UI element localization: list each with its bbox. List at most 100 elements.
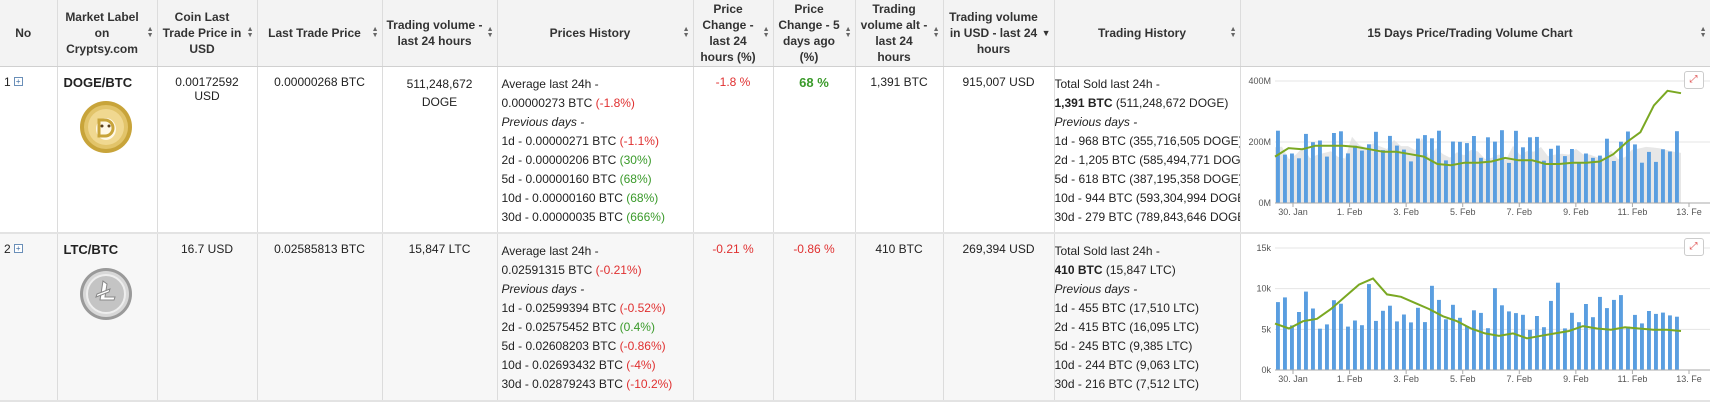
litecoin-icon	[79, 267, 153, 324]
x-tick-label: 7. Feb	[1506, 207, 1532, 217]
volume-bar	[1450, 141, 1455, 203]
volume-bar	[1422, 135, 1427, 203]
volume-bar	[1639, 162, 1644, 203]
volume-bar	[1387, 305, 1392, 370]
sort-icon[interactable]: ▲ ▼	[1699, 26, 1707, 39]
volume-bar	[1492, 288, 1497, 370]
volume-bar	[1457, 317, 1462, 370]
col-chart[interactable]: 15 Days Price/Trading Volume Chart ▲ ▼	[1240, 0, 1710, 67]
volume-bar	[1436, 299, 1441, 370]
expand-row-icon[interactable]: +	[13, 244, 23, 253]
volume-bar	[1527, 137, 1532, 203]
volume-bar	[1527, 329, 1532, 370]
sort-desc-icon[interactable]: ▼	[1041, 28, 1051, 38]
volume-bar	[1604, 308, 1609, 370]
volume-bar	[1317, 328, 1322, 370]
volume-bar	[1583, 304, 1588, 370]
market-label-cell: DOGE/BTC	[57, 66, 158, 234]
volume-bar	[1324, 156, 1329, 203]
volume-bar	[1303, 133, 1308, 203]
volume-bar	[1548, 148, 1553, 203]
volume-bar	[1618, 295, 1623, 370]
pair-label[interactable]: DOGE/BTC	[63, 75, 133, 90]
sort-icon[interactable]: ▲ ▼	[1229, 26, 1237, 39]
header-row: No Market Label on Cryptsy.com ▲ ▼ Coin La…	[0, 0, 1710, 67]
volume-bar	[1597, 155, 1602, 203]
sort-icon[interactable]: ▲ ▼	[246, 26, 254, 39]
col-last-trade-price[interactable]: Last Trade Price ▲ ▼	[257, 0, 383, 67]
col-trading-history[interactable]: Trading History ▲ ▼	[1054, 0, 1241, 67]
last-trade-cell: 0.02585813 BTC	[257, 233, 383, 402]
volume-bar	[1478, 157, 1483, 203]
volume-bar	[1513, 313, 1518, 370]
volume-bar	[1576, 163, 1581, 203]
y-tick-label: 0M	[1258, 198, 1271, 208]
price-change-24h-cell: -1.8 %	[693, 66, 774, 234]
volume-usd-cell: 269,394 USD	[943, 233, 1055, 402]
y-tick-label: 0k	[1261, 365, 1271, 375]
volume-bar	[1282, 154, 1287, 203]
x-tick-label: 3. Feb	[1393, 374, 1419, 384]
x-tick-label: 1. Feb	[1336, 374, 1362, 384]
sort-icon[interactable]: ▲ ▼	[486, 26, 494, 39]
volume-alt-cell: 1,391 BTC	[855, 66, 944, 234]
x-tick-label: 1. Feb	[1336, 207, 1362, 217]
volume-bar	[1576, 322, 1581, 370]
volume-bar	[1513, 130, 1518, 203]
volume-bar	[1667, 315, 1672, 370]
volume-bar	[1471, 136, 1476, 203]
col-trading-volume-usd[interactable]: Trading volume in USD - last 24 hours ▼	[943, 0, 1055, 67]
col-prices-history[interactable]: Prices History ▲ ▼	[497, 0, 694, 67]
sort-icon[interactable]: ▲ ▼	[371, 26, 379, 39]
prices-history-cell: Average last 24h - 0.02591315 BTC (-0.21…	[497, 233, 694, 402]
volume-bar	[1548, 300, 1553, 370]
col-price-change-5d[interactable]: Price Change - 5 days ago (%) ▲ ▼	[773, 0, 856, 67]
col-price-change-24h[interactable]: Price Change - last 24 hours (%) ▲ ▼	[693, 0, 774, 67]
x-tick-label: 13. Fe	[1676, 374, 1702, 384]
x-tick-label: 3. Feb	[1393, 207, 1419, 217]
volume-bar	[1541, 160, 1546, 203]
sort-icon[interactable]: ▲ ▼	[844, 26, 852, 39]
volume-bar	[1464, 143, 1469, 203]
sort-icon[interactable]: ▲ ▼	[762, 26, 770, 39]
volume-bar	[1401, 314, 1406, 370]
volume-bar	[1443, 160, 1448, 203]
volume-bar	[1394, 145, 1399, 203]
volume-bar	[1450, 304, 1455, 370]
sort-icon[interactable]: ▲ ▼	[682, 26, 690, 39]
col-coin-usd[interactable]: Coin Last Trade Price in USD ▲ ▼	[157, 0, 258, 67]
volume-bar	[1653, 313, 1658, 370]
x-tick-label: 9. Feb	[1563, 374, 1589, 384]
y-tick-label: 400M	[1248, 76, 1271, 86]
col-trading-volume[interactable]: Trading volume - last 24 hours ▲ ▼	[382, 0, 498, 67]
volume-bar	[1520, 314, 1525, 370]
volume-bar	[1380, 150, 1385, 203]
volume-bar	[1345, 326, 1350, 370]
volume-bar	[1562, 328, 1567, 370]
price-volume-chart: 15k 10k 5k 0k 30. Jan 1. Feb 3. Feb 5. Feb 7. Fe…	[1256, 243, 1710, 384]
volume-bar	[1401, 149, 1406, 203]
pair-label[interactable]: LTC/BTC	[63, 242, 119, 257]
volume-bar	[1583, 153, 1588, 203]
volume-bar	[1639, 323, 1644, 370]
volume-bar	[1296, 158, 1301, 203]
volume-bar	[1352, 145, 1357, 203]
expand-chart-icon[interactable]: ⤢	[1683, 71, 1704, 89]
expand-chart-icon[interactable]: ⤢	[1683, 238, 1704, 256]
sort-icon[interactable]: ▲ ▼	[932, 26, 940, 39]
volume-bar	[1457, 141, 1462, 203]
volume-bar	[1289, 325, 1294, 370]
col-trading-volume-alt[interactable]: Trading volume alt - last 24 hours ▲ ▼	[855, 0, 944, 67]
volume-bar	[1310, 308, 1315, 370]
volume-bar	[1380, 310, 1385, 370]
volume-bar	[1324, 324, 1329, 370]
col-market-label[interactable]: Market Label on Cryptsy.com ▲ ▼	[57, 0, 158, 67]
volume-cell: 511,248,672 DOGE	[382, 66, 498, 234]
volume-usd-cell: 915,007 USD	[943, 66, 1055, 234]
sort-icon[interactable]: ▲ ▼	[146, 26, 154, 39]
volume-bar	[1534, 136, 1539, 203]
price-change-5d-cell: -0.86 %	[773, 233, 856, 402]
y-tick-label: 5k	[1261, 324, 1271, 334]
dogecoin-icon	[79, 100, 153, 157]
expand-row-icon[interactable]: +	[13, 77, 23, 86]
